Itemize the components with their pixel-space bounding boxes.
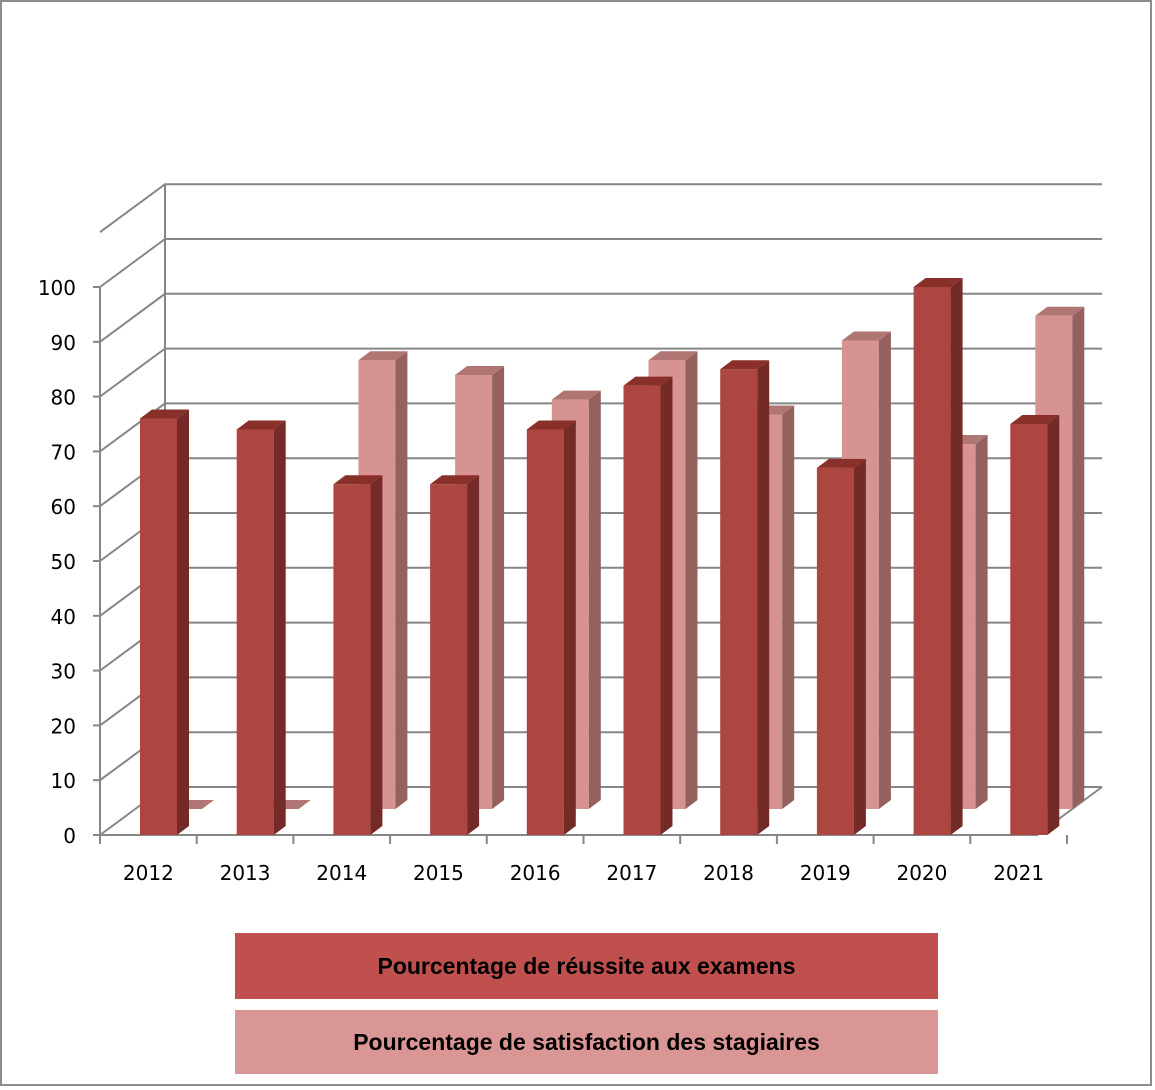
satisfaction-bar-top [841, 331, 891, 341]
reussite-bar [816, 458, 866, 835]
x-tick-label: 2012 [123, 861, 174, 885]
reussite-bar-side [273, 420, 286, 835]
reussite-bar-front [623, 385, 661, 835]
satisfaction-bar-top [551, 390, 601, 400]
x-tick-label: 2015 [413, 861, 464, 885]
y-tick-label: 0 [63, 824, 76, 848]
satisfaction-bar-side [878, 331, 891, 809]
gridline [99, 183, 1102, 234]
reussite-bar-top [430, 475, 480, 485]
reussite-bar-side [1047, 415, 1060, 835]
reussite-bar-side [853, 458, 866, 835]
y-tick-label: 80 [51, 386, 76, 410]
y-tick-label: 10 [51, 769, 76, 793]
satisfaction-bar-side [395, 351, 408, 809]
front-series-bars [140, 278, 1060, 835]
legend-item-satisfaction: Pourcentage de satisfaction des stagiair… [235, 1010, 938, 1074]
reussite-bar-side [563, 420, 576, 835]
reussite-bar [140, 409, 189, 835]
reussite-bar-front [140, 418, 177, 835]
reussite-bar-front [526, 429, 564, 835]
x-tick-label: 2014 [316, 861, 367, 885]
reussite-bar-side [370, 475, 383, 835]
reussite-bar-top [1010, 415, 1060, 424]
reussite-bar-front [1010, 424, 1048, 835]
satisfaction-bar-side [782, 405, 795, 809]
satisfaction-bar-side [588, 390, 601, 809]
reussite-bar-front [913, 287, 951, 835]
reussite-bar [1010, 415, 1060, 835]
gridline [99, 238, 1102, 288]
reussite-bar-side [660, 376, 673, 835]
reussite-bar [720, 360, 770, 835]
reussite-bar-top [720, 360, 770, 370]
satisfaction-bar-side [1072, 306, 1085, 809]
x-tick-label: 2019 [800, 861, 851, 885]
legend-label-satisfaction: Pourcentage de satisfaction des stagiair… [353, 1028, 820, 1055]
reussite-bar-front [720, 369, 758, 835]
reussite-bar-top [526, 420, 576, 430]
gridline [99, 292, 1102, 343]
satisfaction-bar-top [358, 351, 408, 361]
satisfaction-bar-top [1035, 306, 1085, 316]
y-axis-tick-labels: 0 10 20 30 40 50 60 70 80 90 100 [38, 276, 76, 848]
reussite-bar [913, 278, 963, 835]
reussite-bar [236, 420, 286, 835]
legend-label-reussite: Pourcentage de réussite aux examens [377, 952, 796, 979]
x-tick-label: 2013 [220, 861, 271, 885]
satisfaction-bar-top [455, 365, 505, 375]
reussite-bar-top [140, 409, 189, 419]
y-tick-label: 20 [51, 714, 76, 738]
satisfaction-bar-side [975, 435, 988, 809]
reussite-bar-side [950, 278, 963, 835]
satisfaction-bar-side [492, 365, 505, 809]
legend-item-reussite: Pourcentage de réussite aux examens [235, 933, 938, 999]
y-tick-label: 50 [51, 550, 76, 574]
reussite-bar-top [623, 376, 673, 386]
reussite-bar [333, 475, 383, 835]
y-tick-label: 70 [51, 440, 76, 464]
y-tick-label: 30 [51, 660, 76, 684]
x-tick-label: 2017 [606, 861, 657, 885]
reussite-bar-top [816, 458, 866, 468]
x-tick-label: 2018 [703, 861, 754, 885]
y-tick-label: 100 [38, 276, 76, 300]
reussite-bar-front [236, 429, 274, 835]
reussite-bar-front [430, 484, 468, 835]
satisfaction-bar-side [685, 351, 698, 809]
x-tick-label: 2021 [993, 861, 1044, 885]
reussite-bar-top [333, 475, 383, 485]
gridline [99, 347, 1102, 398]
reussite-bar-top [913, 278, 963, 287]
reussite-bar-front [816, 467, 854, 835]
satisfaction-bar-top [648, 351, 698, 361]
reussite-bar [430, 475, 480, 835]
reussite-bar [623, 376, 673, 835]
reussite-bar-side [177, 409, 189, 835]
x-tick-label: 2020 [896, 861, 947, 885]
reussite-bar-side [467, 475, 480, 835]
reussite-bar-front [333, 484, 371, 835]
reussite-bar [526, 420, 576, 835]
x-tick-label: 2016 [510, 861, 561, 885]
y-tick-label: 60 [51, 495, 76, 519]
reussite-bar-top [236, 420, 286, 430]
y-tick-label: 40 [51, 605, 76, 629]
reussite-bar-side [757, 360, 770, 835]
x-axis-tick-labels: 2012 2013 2014 2015 2016 2017 2018 2019 2020 2021 [123, 861, 1044, 885]
gridline [99, 402, 1102, 453]
y-tick-label: 90 [51, 331, 76, 355]
